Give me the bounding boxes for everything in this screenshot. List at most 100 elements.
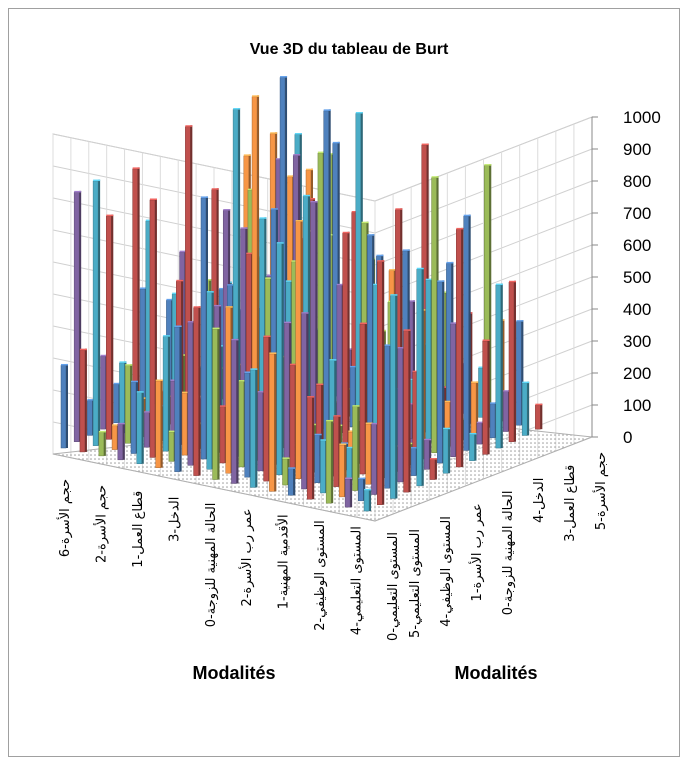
bar	[289, 364, 296, 469]
bar	[238, 381, 245, 468]
bar-side	[487, 339, 490, 455]
bar-top	[342, 231, 350, 234]
bar-side	[382, 260, 385, 505]
bar-side	[315, 201, 318, 446]
category-label: قطاع العمل-3	[563, 465, 578, 542]
bar-top	[346, 446, 354, 449]
bar-top	[240, 227, 248, 229]
category-label: المستوى الوظيفي-4	[439, 516, 454, 627]
category-label: حجم الأسرة-2	[92, 485, 109, 563]
bar	[403, 330, 409, 493]
bar-top	[247, 188, 255, 191]
chart-title: Vue 3D du tableau de Burt	[250, 41, 449, 58]
bar-top	[317, 151, 325, 154]
bar-top	[395, 208, 403, 210]
bar	[168, 431, 175, 462]
bar	[384, 345, 390, 489]
bar-top	[280, 76, 288, 78]
bar-top	[295, 220, 303, 222]
bar	[87, 400, 93, 436]
y-axis-title: Modalités	[454, 663, 537, 683]
category-label: عمر رب الأسرة-1	[468, 503, 485, 601]
bar-top	[336, 283, 344, 286]
bar-top	[98, 430, 106, 433]
bar-top	[172, 292, 180, 295]
bar-top	[266, 274, 274, 277]
bar	[390, 295, 396, 499]
bar-side	[219, 304, 222, 453]
bar-side	[274, 352, 277, 492]
bar-side	[521, 320, 524, 426]
z-tick-label: 300	[623, 332, 651, 351]
bar-side	[364, 322, 367, 475]
bar-side	[328, 109, 331, 440]
bar-top	[446, 261, 454, 264]
bar	[306, 397, 313, 500]
bar-top	[130, 380, 138, 383]
bar-top	[244, 371, 252, 373]
z-tick-label: 100	[623, 396, 651, 415]
bar-side	[461, 227, 464, 467]
bar-top	[87, 399, 95, 401]
bar	[336, 285, 343, 434]
bar	[339, 444, 345, 498]
bar-side	[66, 363, 68, 448]
bar-top	[211, 188, 219, 190]
bar-side	[470, 312, 473, 424]
bar-top	[522, 381, 530, 384]
bar-top	[350, 365, 358, 368]
bar-top	[155, 379, 163, 382]
bar-top	[437, 280, 445, 282]
category-label: عمر رب الأسرة-2	[238, 508, 255, 606]
bar-top	[429, 458, 437, 460]
bar	[257, 392, 264, 472]
bar-top	[316, 383, 324, 386]
bar	[143, 412, 150, 448]
z-tick-label: 800	[623, 172, 651, 191]
bar-side	[429, 438, 432, 470]
bar-top	[259, 217, 267, 219]
bar-top	[212, 327, 220, 330]
bar	[181, 392, 188, 456]
z-axis: 0 100 200 300 400 500 600 700 800 900 1000	[591, 108, 661, 447]
bar-top	[287, 175, 295, 177]
bar-side	[122, 422, 125, 460]
bar-side	[281, 242, 284, 475]
bar-side	[98, 179, 101, 446]
bar-top	[444, 400, 452, 403]
bar	[124, 365, 131, 444]
x-axis-title: Modalités	[192, 663, 275, 683]
bar-side	[179, 325, 182, 472]
bar-side	[421, 267, 424, 486]
bar-top	[291, 260, 299, 262]
bar-top	[377, 260, 385, 262]
bar-side	[474, 432, 477, 461]
bar	[187, 322, 194, 466]
bar	[521, 382, 528, 436]
bar-top	[308, 198, 316, 200]
bar-top	[339, 443, 347, 446]
bar	[117, 424, 124, 461]
category-labels: حجم الأسرة-6 حجم الأسرة-2 قطاع العمل-1 الدخ…	[56, 452, 609, 641]
bar-top	[425, 278, 433, 281]
bar-side	[340, 424, 343, 460]
bar-side	[312, 396, 315, 500]
bar-top	[424, 438, 432, 441]
bar-top	[340, 442, 348, 444]
bar-top	[79, 348, 87, 351]
bar-top	[275, 158, 283, 160]
bar-top	[106, 214, 114, 217]
bar	[225, 307, 231, 474]
bar	[352, 406, 358, 491]
bar-side	[236, 338, 239, 484]
bar-top	[332, 141, 340, 144]
bar-top	[246, 252, 254, 255]
z-tick-label: 400	[623, 300, 651, 319]
bar	[98, 432, 105, 457]
bar-side	[527, 381, 530, 436]
bar-top	[471, 381, 479, 383]
bar	[371, 424, 377, 495]
bar	[470, 382, 477, 435]
bar	[323, 110, 329, 440]
bar-top	[416, 267, 424, 270]
